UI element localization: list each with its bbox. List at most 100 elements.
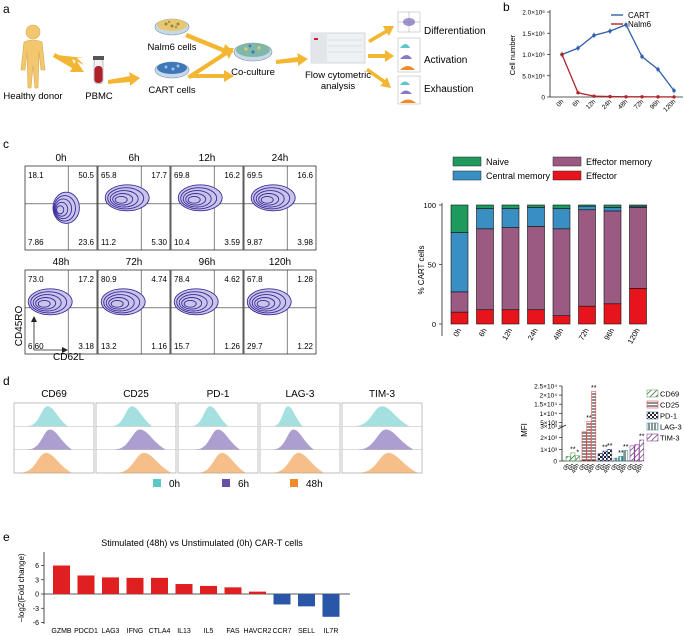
- nalm6-cells-label: Nalm6 cells: [147, 42, 196, 53]
- x-tick-label: SELL: [298, 628, 315, 635]
- mfi-bar-group: ** 48h: [603, 443, 613, 475]
- significance-stars: **: [570, 446, 576, 453]
- stacked-bar-segment-naive: [578, 204, 596, 207]
- cart-dish-icon: [154, 61, 190, 79]
- histogram-curve: [354, 406, 410, 427]
- mfi-bar-group: 0h: [627, 445, 635, 472]
- flow-plot-title: 24h: [272, 153, 289, 164]
- contour-line: [55, 201, 69, 217]
- x-tick-label: 48h: [571, 463, 581, 475]
- stacked-bar-segment-effector: [603, 303, 622, 325]
- flow-plot-12h: 12h 69.8 16.2 10.4 3.59: [170, 153, 244, 251]
- mfi-bar-cd69: [570, 452, 576, 462]
- mfi-bar-group: * 48h: [571, 449, 581, 474]
- contour-line: [30, 291, 68, 314]
- legend-swatch-central-memory: [452, 170, 482, 181]
- x-tick-label: 6h: [584, 463, 593, 472]
- contour-line: [250, 184, 296, 212]
- legend-item-tim-3: TIM-3: [646, 433, 680, 443]
- significance-stars: *: [576, 449, 579, 456]
- quadrant-lr-value: 23.6: [78, 238, 94, 247]
- x-tick-label: 6h: [571, 98, 581, 108]
- quadrant-ul-value: 18.1: [28, 171, 44, 180]
- quadrant-ul-value: 80.9: [101, 275, 117, 284]
- legend-item-pd-1: PD-1: [646, 412, 677, 421]
- stacked-bar-segment-central-memory: [552, 208, 571, 230]
- mfi-bar-cd25: [591, 391, 597, 462]
- contour-line: [105, 294, 135, 312]
- legend-label-effector: Effector: [586, 171, 617, 181]
- flow-plot-6h: 6h 65.8 17.7 11.2 5.30: [97, 153, 171, 251]
- x-tick-label: 120h: [626, 327, 642, 346]
- x-tick-label: 72h: [577, 327, 591, 342]
- panel-letter-d: d: [3, 374, 10, 388]
- cart-cells-label: CART cells: [148, 85, 195, 96]
- flow-x-axis-label: CD62L: [53, 352, 85, 363]
- contour-line: [114, 195, 128, 204]
- x-tick-label: 0h: [611, 463, 620, 472]
- y-tick-label: 3: [35, 577, 39, 584]
- stacked-bar-segment-central-memory: [578, 205, 596, 211]
- panel-c-flow-grid: 0h 18.1 50.5 7.86 23.6 6h 65.8 17.7 11.2 5.30 12h 6…: [24, 153, 317, 355]
- stacked-bar-segment-effector: [476, 309, 494, 325]
- mfi-bar-group: 0h: [563, 456, 571, 472]
- mfi-bar-group: ** 48h: [635, 434, 645, 475]
- quadrant-ur-value: 50.5: [78, 171, 94, 180]
- stacked-bar-segment-effector: [450, 311, 469, 325]
- stacked-bar-segment-effector-memory: [527, 226, 545, 311]
- panel-d-histograms: CD69 CD25 PD-1 LAG-3 TIM-3: [13, 389, 423, 474]
- mfi-bar-group: ** 6h: [584, 415, 593, 472]
- contour-line: [258, 193, 280, 206]
- contour-line: [251, 294, 281, 312]
- x-tick-label: PDCD1: [74, 628, 98, 635]
- panel-e-chart: Stimulated (48h) vs Unstimulated (0h) CA…: [17, 538, 350, 635]
- stacked-bar-segment-effector: [629, 287, 647, 325]
- histogram-legend: 0h 6h 48h: [153, 479, 323, 490]
- fold-change-bar-il13: [175, 584, 193, 594]
- contour-line: [253, 187, 291, 210]
- histogram-curve: [196, 429, 241, 450]
- mfi-bar-pd-1: [607, 449, 613, 462]
- legend-item-cd25: CD25: [646, 400, 679, 410]
- legend-swatch-naive: [452, 156, 482, 167]
- contour-line: [173, 288, 219, 316]
- flow-plot-title: 12h: [199, 153, 216, 164]
- y-tick-label: 1×10³: [540, 447, 558, 454]
- x-tick-label: HAVCR2: [244, 628, 272, 635]
- mfi-bar-lag-3: [613, 457, 619, 462]
- pbmc-tube-icon: [93, 56, 104, 85]
- stacked-bar-segment-effector: [501, 309, 520, 325]
- workflow-arrows: [53, 26, 394, 88]
- y-tick-label: -6: [33, 620, 39, 627]
- contour-line: [176, 291, 214, 314]
- x-tick-label: 0h: [595, 463, 604, 472]
- y-tick-label: 100: [423, 201, 436, 210]
- fold-change-bar-fas: [224, 587, 242, 594]
- stacked-bar-segment-effector-memory: [552, 228, 571, 316]
- stacked-bar-segment-naive: [603, 204, 622, 208]
- x-tick-label: 48h: [587, 463, 597, 475]
- histogram-cd69: CD69: [13, 389, 95, 474]
- legend-label: TIM-3: [660, 434, 680, 443]
- legend-swatch-effector: [552, 170, 582, 181]
- legend-swatch: [646, 400, 659, 409]
- contour-line: [178, 294, 208, 312]
- chart-c-legend: Naive Effector memory Central memory Eff…: [452, 156, 652, 181]
- stacked-bar-segment-central-memory: [603, 207, 622, 212]
- contour-line: [103, 291, 141, 314]
- data-point: [656, 95, 660, 99]
- significance-stars: **: [618, 450, 624, 457]
- contour-line: [53, 195, 76, 222]
- stacked-bar-segment-effector: [578, 305, 596, 325]
- legend-swatch: [646, 433, 659, 442]
- data-point: [576, 91, 580, 95]
- fold-change-bar-pdcd1: [77, 575, 95, 594]
- x-tick-label: 48h: [619, 463, 629, 475]
- panel-b-chart: 0 5.0×10⁵ 1.0×10⁶ 1.5×10⁶ 2.0×10⁶ 0h 6h 12h 24h 4…: [508, 10, 683, 114]
- panel-c-stacked-chart: Naive Effector memory Central memory Eff…: [417, 156, 652, 346]
- histogram-pd-1: PD-1: [177, 389, 259, 474]
- x-tick-label: CTLA4: [149, 628, 171, 635]
- fold-change-bar-lag3: [102, 577, 119, 594]
- quadrant-ll-value: 9.87: [247, 238, 263, 247]
- y-tick-label: 50: [428, 261, 436, 270]
